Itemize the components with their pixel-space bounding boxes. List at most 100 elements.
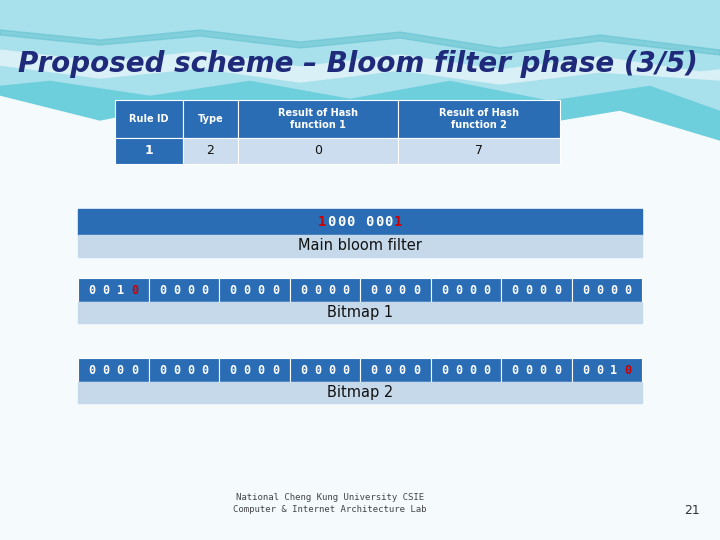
Text: 0: 0 (159, 363, 166, 376)
Text: 0: 0 (413, 284, 420, 296)
Text: 0: 0 (375, 215, 383, 229)
Text: 0: 0 (328, 215, 336, 229)
Text: 0: 0 (187, 363, 194, 376)
Text: 0: 0 (554, 284, 561, 296)
Text: 0: 0 (469, 363, 477, 376)
Text: Result of Hash
function 2: Result of Hash function 2 (439, 108, 519, 130)
Text: 0: 0 (342, 363, 349, 376)
Text: 0: 0 (596, 284, 603, 296)
Text: 0: 0 (243, 284, 251, 296)
Text: 0: 0 (117, 363, 124, 376)
Text: 0: 0 (371, 284, 378, 296)
Text: National Cheng Kung University CSIE: National Cheng Kung University CSIE (236, 494, 424, 503)
Text: 1: 1 (117, 284, 124, 296)
Bar (78, 302, 642, 323)
Bar (289, 278, 360, 302)
Polygon shape (0, 0, 720, 110)
Text: 7: 7 (475, 145, 483, 158)
Text: 0: 0 (384, 215, 392, 229)
Bar (0, 80, 720, 540)
Text: Bitmap 1: Bitmap 1 (327, 305, 393, 320)
Text: 0: 0 (300, 284, 307, 296)
Text: 1: 1 (394, 215, 402, 229)
Text: 0: 0 (342, 284, 349, 296)
Bar (148, 358, 219, 382)
Bar (360, 358, 431, 382)
Bar (572, 358, 642, 382)
Text: 0: 0 (540, 284, 547, 296)
Text: 0: 0 (314, 145, 322, 158)
Text: 0: 0 (596, 363, 603, 376)
Bar (115, 138, 183, 164)
Text: 0: 0 (441, 284, 448, 296)
Text: 2: 2 (207, 145, 215, 158)
Text: 0: 0 (511, 284, 518, 296)
Bar (398, 100, 560, 138)
Text: 0: 0 (258, 363, 265, 376)
Text: Bitmap 2: Bitmap 2 (327, 385, 393, 400)
Text: 0: 0 (365, 215, 374, 229)
Text: Proposed scheme – Bloom filter phase (3/5): Proposed scheme – Bloom filter phase (3/… (18, 50, 698, 78)
Text: 0: 0 (103, 363, 109, 376)
Bar (219, 358, 289, 382)
Text: 0: 0 (328, 363, 336, 376)
Text: 1: 1 (318, 215, 326, 229)
Text: Rule ID: Rule ID (130, 114, 168, 124)
Bar (360, 278, 431, 302)
Bar (238, 138, 398, 164)
Text: 0: 0 (540, 363, 547, 376)
Text: 0: 0 (230, 284, 237, 296)
Text: 21: 21 (684, 503, 700, 516)
Bar (219, 278, 289, 302)
Text: 0: 0 (337, 215, 345, 229)
Text: 0: 0 (554, 363, 561, 376)
Text: 0: 0 (272, 284, 279, 296)
Text: Computer & Internet Architecture Lab: Computer & Internet Architecture Lab (233, 505, 427, 515)
Text: 0: 0 (272, 363, 279, 376)
Bar (78, 235, 642, 257)
Text: 0: 0 (582, 363, 589, 376)
Text: 0: 0 (413, 363, 420, 376)
Text: 0: 0 (526, 363, 533, 376)
Text: 1: 1 (611, 363, 617, 376)
Bar (501, 278, 572, 302)
Text: 0: 0 (611, 284, 617, 296)
Text: 0: 0 (582, 284, 589, 296)
Bar (78, 382, 642, 403)
Bar (148, 278, 219, 302)
Text: 0: 0 (384, 284, 392, 296)
Text: 1: 1 (145, 145, 153, 158)
Text: 0: 0 (399, 284, 406, 296)
Text: 0: 0 (131, 363, 138, 376)
Text: 0: 0 (624, 363, 631, 376)
Bar (431, 358, 501, 382)
Text: 0: 0 (346, 215, 355, 229)
Text: Type: Type (197, 114, 223, 124)
Bar (115, 100, 183, 138)
Text: 0: 0 (384, 363, 392, 376)
Text: 0: 0 (202, 363, 209, 376)
Text: 0: 0 (624, 284, 631, 296)
Bar (238, 100, 398, 138)
Text: 0: 0 (89, 284, 96, 296)
Text: 0: 0 (103, 284, 109, 296)
Text: 0: 0 (455, 284, 462, 296)
Text: 0: 0 (89, 363, 96, 376)
Text: 0: 0 (328, 284, 336, 296)
Text: 0: 0 (243, 363, 251, 376)
Bar (431, 278, 501, 302)
Text: 0: 0 (173, 284, 180, 296)
Text: 0: 0 (483, 363, 490, 376)
Polygon shape (0, 0, 720, 140)
Text: 0: 0 (131, 284, 138, 296)
Bar (78, 358, 148, 382)
Text: 0: 0 (258, 284, 265, 296)
Polygon shape (0, 30, 720, 55)
Text: 0: 0 (187, 284, 194, 296)
Text: 0: 0 (314, 363, 321, 376)
Polygon shape (0, 50, 720, 84)
Bar (183, 100, 238, 138)
Text: 0: 0 (173, 363, 180, 376)
Text: 0: 0 (202, 284, 209, 296)
Text: 0: 0 (511, 363, 518, 376)
